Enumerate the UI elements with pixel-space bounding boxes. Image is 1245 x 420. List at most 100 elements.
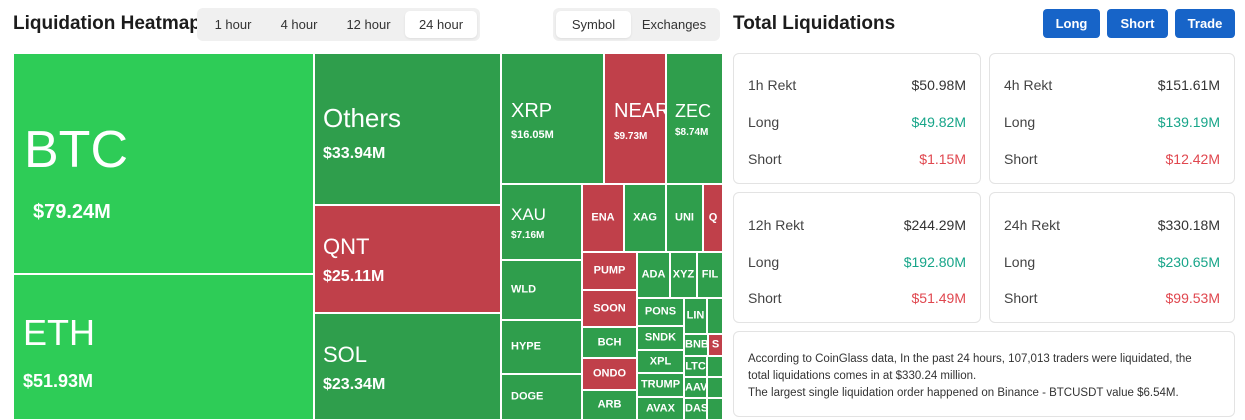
card-long-value: $139.19M xyxy=(1157,114,1220,130)
summary-line: According to CoinGlass data, In the past… xyxy=(748,353,1192,365)
summary-line: total liquidations comes in at $330.24 m… xyxy=(748,370,977,382)
tile-lin[interactable]: LIN xyxy=(684,298,707,334)
rekt-card-12h: 12h Rekt $244.29M Long $192.80M Short $51.4… xyxy=(733,192,981,323)
tile-aav[interactable]: AAV xyxy=(684,377,707,398)
tile-arb[interactable]: ARB xyxy=(582,390,637,420)
tab-4-hour[interactable]: 4 hour xyxy=(280,17,318,32)
tab-exchanges[interactable]: Exchanges xyxy=(641,17,707,32)
short-button[interactable]: Short xyxy=(1107,9,1168,38)
tile-value: $25.11M xyxy=(323,268,385,285)
tile-soon[interactable]: SOON xyxy=(582,290,637,327)
tile-das[interactable]: DAS xyxy=(684,398,707,420)
tile-value: $9.73M xyxy=(614,131,648,142)
tile-wld[interactable]: WLD xyxy=(501,260,582,320)
tile-hype[interactable]: HYPE xyxy=(501,320,582,374)
tile-q[interactable]: Q xyxy=(703,184,723,252)
tile-xag[interactable]: XAG xyxy=(624,184,666,252)
summary-line: The largest single liquidation order hap… xyxy=(748,387,1179,399)
tile-sol[interactable]: SOL $23.34M xyxy=(314,313,501,420)
tile-symbol: TRUMP xyxy=(640,378,681,391)
tile-value: $33.94M xyxy=(323,145,386,162)
card-total: $244.29M xyxy=(903,217,966,233)
tile-symbol: SOON xyxy=(593,302,626,314)
tile-qnt[interactable]: QNT $25.11M xyxy=(314,205,501,313)
card-long-value: $192.80M xyxy=(903,254,966,270)
rekt-card-4h: 4h Rekt $151.61M Long $139.19M Short $12.42… xyxy=(989,53,1235,184)
tile-doge[interactable]: DOGE xyxy=(501,374,582,420)
tile-unlabeled[interactable] xyxy=(707,398,723,420)
tile-pons[interactable]: PONS xyxy=(637,298,684,326)
long-button[interactable]: Long xyxy=(1043,9,1100,38)
tile-s[interactable]: S xyxy=(708,334,723,356)
tile-symbol: QNT xyxy=(323,234,370,259)
card-long-label: Long xyxy=(748,114,780,130)
card-long-value: $230.65M xyxy=(1157,254,1220,270)
tile-symbol: XYZ xyxy=(672,268,695,281)
tile-near[interactable]: NEAR $9.73M xyxy=(604,53,666,184)
tile-eth[interactable]: ETH $51.93M xyxy=(13,274,314,420)
tile-ltc[interactable]: LTC xyxy=(684,356,707,377)
tile-symbol: ONDO xyxy=(593,367,626,380)
tile-xyz[interactable]: XYZ xyxy=(670,252,697,298)
tile-symbol: Others xyxy=(323,103,402,133)
tab-1-hour[interactable]: 1 hour xyxy=(214,17,252,32)
tile-ondo[interactable]: ONDO xyxy=(582,358,637,390)
tile-unlabeled[interactable] xyxy=(707,377,723,398)
tile-symbol: XAG xyxy=(633,211,657,224)
tile-value: $7.16M xyxy=(511,230,545,241)
card-period: 24h Rekt xyxy=(1004,217,1061,233)
tile-value: $8.74M xyxy=(675,127,709,138)
tile-symbol: NEAR xyxy=(614,100,666,122)
trade-button[interactable]: Trade xyxy=(1175,9,1235,38)
tile-symbol: ARB xyxy=(597,398,622,411)
tile-symbol: XRP xyxy=(511,100,553,122)
tile-symbol: ZEC xyxy=(675,101,711,121)
tile-xpl[interactable]: XPL xyxy=(637,350,684,373)
tile-pump[interactable]: PUMP xyxy=(582,252,637,290)
tile-ada[interactable]: ADA xyxy=(637,252,670,298)
tile-symbol: SNDK xyxy=(644,331,677,344)
page-title: Liquidation Heatmap xyxy=(13,13,201,34)
tile-symbol: Q xyxy=(708,211,718,224)
card-short-value: $51.49M xyxy=(911,290,966,306)
tab-24-hour[interactable]: 24 hour xyxy=(405,11,477,38)
card-period: 1h Rekt xyxy=(748,77,797,93)
tile-uni[interactable]: UNI xyxy=(666,184,703,252)
tile-ena[interactable]: ENA xyxy=(582,184,624,252)
tile-symbol: LTC xyxy=(685,360,706,372)
tile-symbol: ENA xyxy=(591,211,615,224)
tile-bch[interactable]: BCH xyxy=(582,327,637,358)
card-total: $151.61M xyxy=(1157,77,1220,93)
tile-xau[interactable]: XAU $7.16M xyxy=(501,184,582,260)
tile-value: $23.34M xyxy=(323,376,386,393)
time-range-tabs: 1 hour 4 hour 12 hour 24 hour xyxy=(197,8,480,41)
tile-symbol: SOL xyxy=(323,342,368,367)
card-short-value: $1.15M xyxy=(919,151,966,167)
tab-12-hour[interactable]: 12 hour xyxy=(346,17,391,32)
tile-xrp[interactable]: XRP $16.05M xyxy=(501,53,604,184)
tile-fil[interactable]: FIL xyxy=(697,252,723,298)
tile-others[interactable]: Others $33.94M xyxy=(314,53,501,205)
tile-symbol: DOGE xyxy=(511,390,544,403)
tile-unlabeled[interactable] xyxy=(707,356,723,377)
tile-value: $51.93M xyxy=(23,371,94,391)
card-long-value: $49.82M xyxy=(911,114,966,130)
tile-symbol: ADA xyxy=(641,268,666,281)
tab-symbol[interactable]: Symbol xyxy=(556,11,631,38)
tile-symbol: BNB xyxy=(685,338,708,351)
card-short-value: $99.53M xyxy=(1165,290,1220,306)
tile-avax[interactable]: AVAX xyxy=(637,397,684,420)
liquidation-summary-text: According to CoinGlass data, In the past… xyxy=(733,331,1235,417)
tile-symbol: WLD xyxy=(511,283,537,296)
tile-symbol: FIL xyxy=(701,268,719,281)
tile-symbol: HYPE xyxy=(511,340,541,353)
rekt-card-24h: 24h Rekt $330.18M Long $230.65M Short $99.5… xyxy=(989,192,1235,323)
card-short-label: Short xyxy=(1004,290,1038,306)
tile-trump[interactable]: TRUMP xyxy=(637,373,684,397)
tile-unlabeled[interactable] xyxy=(707,298,723,334)
tile-zec[interactable]: ZEC $8.74M xyxy=(666,53,723,184)
tile-sndk[interactable]: SNDK xyxy=(637,326,684,350)
liquidation-heatmap: BTC $79.24M ETH $51.93M Others $33.94M Q… xyxy=(13,53,723,420)
tile-bnb[interactable]: BNB xyxy=(684,334,708,356)
tile-btc[interactable]: BTC $79.24M xyxy=(13,53,314,274)
